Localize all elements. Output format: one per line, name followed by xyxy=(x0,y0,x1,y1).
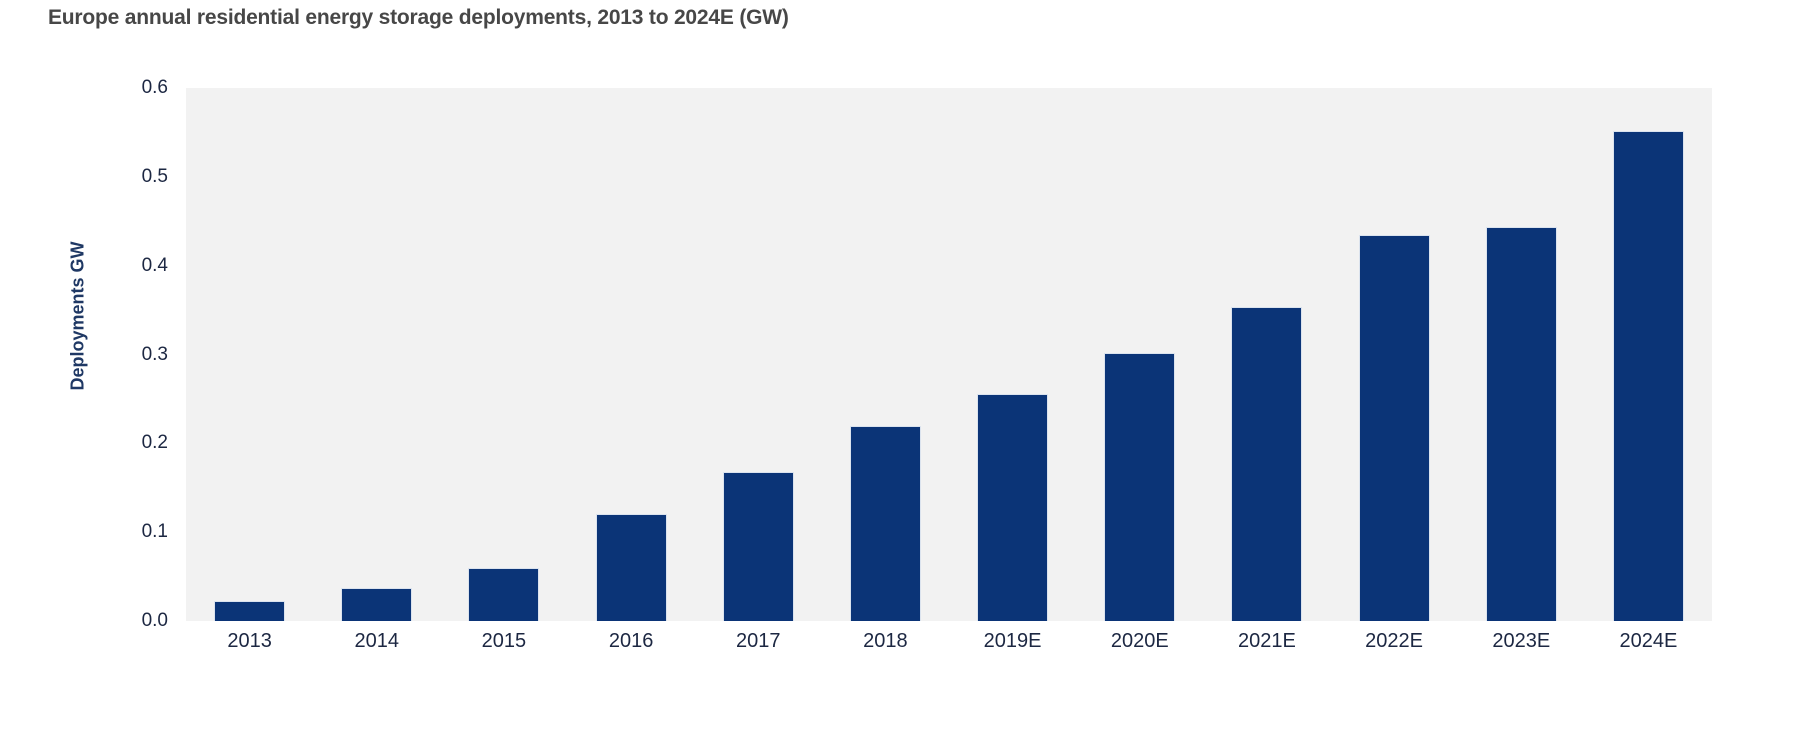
bar-2023E xyxy=(1486,227,1557,621)
bar-2024E xyxy=(1613,131,1684,621)
x-tick-label: 2020E xyxy=(1110,630,1169,652)
bar-2021E xyxy=(1231,307,1302,621)
x-tick-label: 2019E xyxy=(983,630,1042,652)
x-tick-label: 2017 xyxy=(736,630,781,652)
x-tick-label: 2024E xyxy=(1619,630,1678,652)
x-tick-label: 2014 xyxy=(354,630,400,652)
x-tick-label: 2015 xyxy=(481,630,527,652)
y-tick-label: 0.0 xyxy=(141,610,168,631)
x-tick-label: 2022E xyxy=(1365,630,1423,652)
x-tick-label: 2018 xyxy=(863,630,908,652)
bar-2022E xyxy=(1359,235,1430,621)
y-tick-label: 0.5 xyxy=(141,165,168,187)
x-tick-label: 2023E xyxy=(1492,630,1551,652)
plot-area xyxy=(186,88,1712,621)
y-tick-label: 0.1 xyxy=(141,521,168,543)
bar-2017 xyxy=(723,472,794,621)
bar-2014 xyxy=(341,588,412,621)
x-tick-label: 2016 xyxy=(608,630,654,652)
chart-title: Europe annual residential energy storage… xyxy=(48,6,789,29)
y-tick-label: 0.2 xyxy=(141,432,168,454)
x-tick-label: 2021E xyxy=(1237,630,1296,652)
bar-2013 xyxy=(214,601,285,621)
bar-2015 xyxy=(468,568,539,621)
x-tick-label: 2013 xyxy=(227,630,272,652)
y-tick-label: 0.6 xyxy=(141,77,168,98)
y-tick-label: 0.4 xyxy=(141,254,168,276)
y-tick-label: 0.3 xyxy=(141,343,168,365)
bar-2016 xyxy=(596,514,667,621)
bar-2018 xyxy=(850,426,921,621)
bar-2020E xyxy=(1104,353,1175,621)
bar-2019E xyxy=(977,394,1048,621)
